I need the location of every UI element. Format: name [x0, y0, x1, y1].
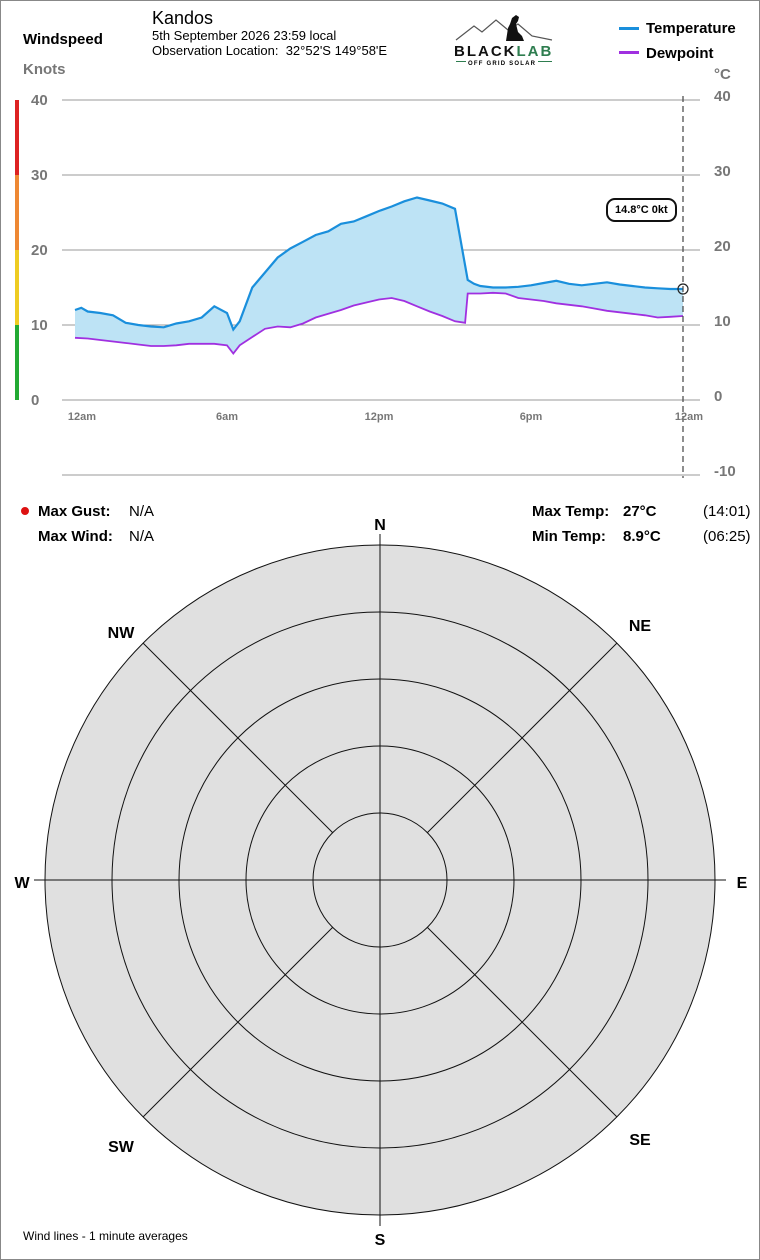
right-y-tick-label: -10 — [714, 463, 736, 480]
dog-mountain-icon — [455, 15, 553, 41]
x-tick-label: 12pm — [365, 411, 394, 423]
right-y-tick-label: 0 — [714, 388, 722, 405]
right-axis-ticks: 40 30 20 10 0 -10 — [714, 88, 736, 480]
x-tick-label: 12am — [675, 411, 703, 423]
current-value-marker[interactable] — [677, 283, 689, 295]
x-tick-label: 12am — [68, 411, 96, 423]
left-axis-ticks: 40 30 20 10 0 — [31, 92, 48, 409]
gust-marker-icon — [21, 507, 29, 515]
compass-w-label: W — [14, 875, 30, 892]
max-wind-label: Max Wind: — [38, 528, 113, 545]
temperature-legend-label: Temperature — [646, 20, 736, 37]
dewpoint-legend-swatch — [619, 51, 639, 54]
windspeed-label: Windspeed — [23, 31, 103, 48]
rose-axis-nw — [142, 642, 334, 834]
compass-ne-label: NE — [629, 618, 652, 635]
rose-axis-sw — [142, 926, 334, 1118]
min-temp-value: 8.9°C — [623, 528, 661, 545]
max-gust-label: Max Gust: — [38, 503, 111, 520]
temperature-chart: 12am 6am 12pm 6pm 12am 40 30 20 10 0 40 30 20 10 0 -1… — [15, 88, 736, 480]
right-y-tick-label: 30 — [714, 163, 731, 180]
max-temp-label: Max Temp: — [532, 503, 610, 520]
compass-sw-label: SW — [108, 1139, 135, 1156]
observation-datetime: 5th September 2026 23:59 local — [152, 28, 337, 43]
location-value: 32°52'S 149°58'E — [285, 43, 388, 58]
max-wind-value: N/A — [129, 528, 155, 545]
logo-tagline: OFF GRID SOLAR — [466, 61, 539, 67]
compass-nw-label: NW — [108, 625, 136, 642]
blacklab-logo: BLACKLAB OFF GRID SOLAR — [452, 10, 556, 70]
wind-rose: N NE E SE S SW W NW — [14, 517, 748, 1249]
min-temp-time: (06:25) — [703, 528, 751, 545]
max-temp-value: 27°C — [623, 503, 657, 520]
location-label: Observation Location: — [152, 43, 279, 58]
rose-axis-ne — [426, 642, 618, 834]
left-y-tick-label: 40 — [31, 92, 48, 109]
logo-wordmark: BLACKLAB — [454, 43, 554, 60]
observation-location: Observation Location: 32°52'S 149°58'E — [152, 43, 387, 58]
left-y-tick-label: 10 — [31, 317, 48, 334]
current-value-tooltip: 14.8°C 0kt — [606, 198, 677, 222]
temperature-legend-swatch — [619, 27, 639, 30]
x-axis-ticks: 12am 6am 12pm 6pm 12am — [68, 411, 703, 423]
x-tick-label: 6am — [216, 411, 238, 423]
max-temp-time: (14:01) — [703, 503, 751, 520]
windspeed-color-bands — [15, 100, 19, 400]
footer-note: Wind lines - 1 minute averages — [23, 1229, 188, 1243]
knots-label: Knots — [23, 61, 66, 78]
left-y-tick-label: 30 — [31, 167, 48, 184]
temperature-series-line — [74, 196, 683, 332]
windspeed-band-yellow — [15, 250, 19, 325]
dewpoint-series-line — [74, 291, 684, 355]
temp-dewpoint-fill-area — [75, 197, 683, 354]
compass-s-label: S — [375, 1232, 386, 1249]
left-y-tick-label: 20 — [31, 242, 48, 259]
dewpoint-legend-label: Dewpoint — [646, 45, 714, 62]
left-y-tick-label: 0 — [31, 392, 39, 409]
min-temp-label: Min Temp: — [532, 528, 606, 545]
compass-se-label: SE — [629, 1132, 651, 1149]
rose-axis-se — [426, 926, 618, 1118]
station-name: Kandos — [152, 8, 214, 28]
celsius-unit-label: °C — [714, 66, 731, 83]
right-y-tick-label: 40 — [714, 88, 731, 105]
right-y-tick-label: 10 — [714, 313, 731, 330]
windspeed-band-red — [15, 100, 19, 175]
compass-e-label: E — [737, 875, 748, 892]
right-y-tick-label: 20 — [714, 238, 731, 255]
x-tick-label: 6pm — [520, 411, 543, 423]
windspeed-band-green — [15, 325, 19, 400]
compass-n-label: N — [374, 517, 386, 534]
max-gust-value: N/A — [129, 503, 155, 520]
windspeed-band-orange — [15, 175, 19, 250]
